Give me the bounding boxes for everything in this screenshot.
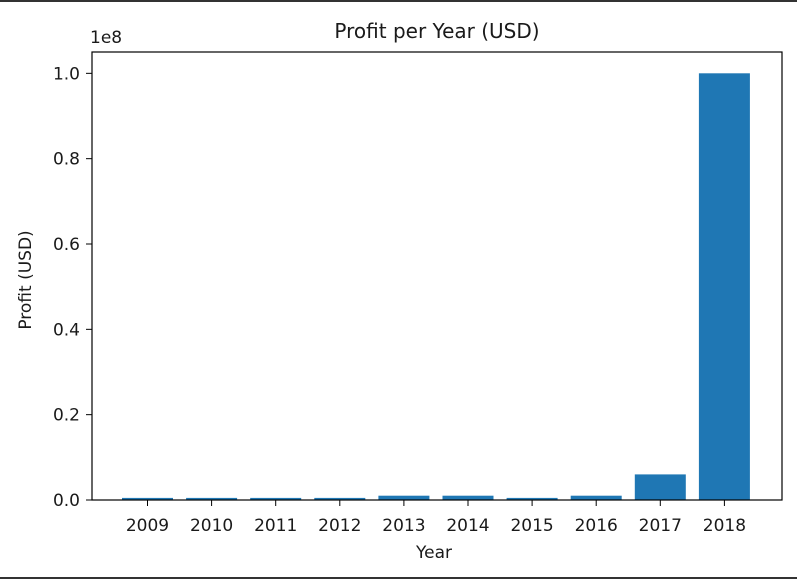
x-tick-label: 2017 [639, 516, 682, 536]
bar-2017 [634, 474, 686, 500]
x-tick-label: 2014 [446, 516, 489, 536]
x-tick-label: 2011 [254, 516, 297, 536]
y-axis-title: Profit (USD) [16, 230, 36, 329]
y-tick-label: 0.8 [53, 150, 80, 170]
bars-group [122, 73, 750, 501]
bar-2011 [250, 497, 302, 500]
y-axis-offset-label: 1e8 [90, 28, 122, 48]
bar-2013 [378, 495, 430, 500]
x-ticks-group: 2009 2010 2011 2012 2013 2014 2015 2016 2017 2018 [126, 500, 746, 536]
bar-2018 [698, 73, 750, 501]
x-tick-label: 2013 [382, 516, 425, 536]
y-tick-label: 0.0 [53, 491, 80, 511]
y-tick-label: 0.6 [53, 235, 80, 255]
y-tick-label: 1.0 [53, 64, 80, 84]
y-ticks-group: 0.0 0.2 0.4 0.6 0.8 1.0 [53, 64, 92, 511]
bar-2014 [442, 495, 494, 500]
bar-2009 [122, 497, 173, 500]
y-tick-label: 0.4 [53, 320, 80, 340]
x-tick-label: 2012 [318, 516, 361, 536]
y-tick-label: 0.2 [53, 406, 80, 426]
x-tick-label: 2015 [510, 516, 553, 536]
x-tick-label: 2018 [703, 516, 746, 536]
x-axis-title: Year [415, 543, 452, 563]
chart-title: Profit per Year (USD) [334, 19, 539, 43]
bar-2015 [506, 497, 558, 500]
bar-2016 [570, 495, 622, 500]
bar-2010 [186, 497, 238, 500]
bar-2012 [314, 497, 366, 500]
x-tick-label: 2009 [126, 516, 169, 536]
x-tick-label: 2016 [575, 516, 618, 536]
x-tick-label: 2010 [190, 516, 233, 536]
plot-area-border [91, 51, 783, 501]
